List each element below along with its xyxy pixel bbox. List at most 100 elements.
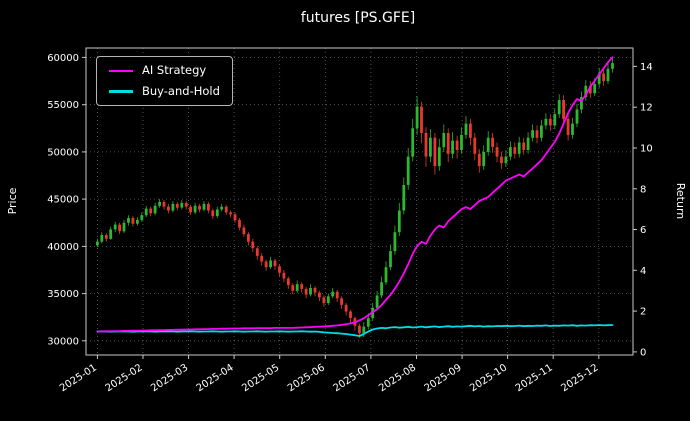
candle-body bbox=[486, 137, 490, 152]
candle-body bbox=[233, 214, 237, 220]
candle-body bbox=[540, 125, 543, 138]
candle-body bbox=[331, 291, 335, 297]
candle-body bbox=[162, 202, 166, 207]
candle-body bbox=[198, 205, 201, 210]
return-tick-label: 6 bbox=[640, 225, 646, 236]
candle-body bbox=[313, 287, 317, 293]
candle-body bbox=[242, 227, 246, 235]
x-tick-label: 2025-06 bbox=[286, 362, 327, 394]
candle-body bbox=[158, 202, 161, 206]
candle-body bbox=[553, 114, 557, 126]
candle-body bbox=[215, 209, 219, 217]
candle-body bbox=[140, 215, 144, 220]
candle-body bbox=[224, 206, 228, 213]
chart-title: futures [PS.GFE] bbox=[301, 10, 415, 26]
candle-body bbox=[136, 219, 139, 224]
legend-label-ai-strategy: AI Strategy bbox=[142, 63, 207, 77]
candle-body bbox=[548, 118, 552, 126]
x-tick-label: 2025-07 bbox=[331, 362, 372, 394]
candle-body bbox=[340, 298, 343, 305]
x-tick-label: 2025-01 bbox=[58, 362, 99, 394]
candle-body bbox=[469, 123, 472, 138]
candle-body bbox=[127, 218, 130, 223]
candle-body bbox=[611, 63, 614, 69]
candle-body bbox=[504, 156, 508, 164]
candle-body bbox=[167, 206, 170, 211]
candle-body bbox=[420, 106, 423, 133]
x-tick-label: 2025-05 bbox=[240, 362, 281, 394]
buy-and-hold-line-sample bbox=[109, 90, 133, 93]
candle-body bbox=[286, 278, 290, 286]
candle-body bbox=[597, 73, 601, 84]
candle-body bbox=[495, 147, 499, 157]
candle-body bbox=[309, 287, 312, 295]
candle-body bbox=[509, 147, 512, 157]
candle-body bbox=[131, 218, 135, 224]
candle-body bbox=[566, 118, 570, 135]
x-tick-label: 2025-03 bbox=[149, 362, 190, 394]
legend: AI Strategy Buy-and-Hold bbox=[96, 56, 233, 106]
candle-body bbox=[393, 232, 397, 252]
right-axis-label: Return bbox=[674, 183, 687, 220]
return-tick-label: 0 bbox=[640, 347, 646, 358]
legend-label-buy-and-hold: Buy-and-Hold bbox=[142, 83, 220, 98]
candle-body bbox=[584, 85, 588, 98]
candle-body bbox=[491, 137, 494, 148]
candle-body bbox=[149, 208, 153, 214]
candle-body bbox=[602, 73, 605, 82]
candle-body bbox=[424, 133, 428, 157]
candle-body bbox=[278, 266, 281, 273]
candle-body bbox=[273, 260, 277, 267]
return-tick-label: 8 bbox=[640, 184, 646, 195]
candle-body bbox=[184, 202, 188, 207]
line-series bbox=[96, 56, 614, 337]
candle-body bbox=[544, 118, 548, 126]
candle-body bbox=[118, 224, 121, 232]
candle-body bbox=[326, 296, 330, 303]
candle-body bbox=[437, 147, 441, 167]
candle-body bbox=[366, 318, 370, 327]
candle-body bbox=[122, 222, 126, 232]
candle-body bbox=[397, 210, 401, 233]
candle-body bbox=[335, 291, 339, 299]
candle-body bbox=[588, 85, 592, 94]
candle-body bbox=[202, 203, 206, 210]
candle-body bbox=[291, 285, 295, 291]
candle-body bbox=[318, 292, 321, 298]
return-tick-label: 12 bbox=[640, 103, 653, 114]
candle-body bbox=[96, 241, 99, 246]
candle-body bbox=[180, 202, 184, 208]
candle-body bbox=[344, 304, 348, 312]
candle-body bbox=[446, 133, 450, 154]
return-tick-label: 4 bbox=[640, 266, 646, 277]
candle-body bbox=[295, 284, 299, 291]
candle-body bbox=[362, 326, 366, 334]
price-tick-label: 40000 bbox=[47, 242, 79, 253]
candle-body bbox=[220, 206, 224, 210]
candle-body bbox=[113, 224, 117, 230]
series-line-buy-and-hold bbox=[96, 324, 614, 337]
candle-body bbox=[513, 147, 517, 154]
candle-body bbox=[460, 134, 463, 150]
candle-body bbox=[442, 133, 446, 148]
candle-body bbox=[411, 128, 415, 157]
candle-body bbox=[522, 142, 526, 151]
ai-strategy-line-sample bbox=[109, 69, 133, 72]
return-tick-label: 14 bbox=[640, 62, 653, 73]
candle-body bbox=[349, 311, 352, 319]
legend-item-buy-and-hold: Buy-and-Hold bbox=[109, 83, 220, 98]
candle-body bbox=[247, 234, 250, 242]
candle-body bbox=[517, 142, 521, 154]
return-tick-label: 10 bbox=[640, 144, 653, 155]
candle-body bbox=[207, 203, 210, 211]
candle-body bbox=[100, 235, 104, 242]
candle-body bbox=[269, 260, 272, 268]
candle-body bbox=[193, 205, 197, 213]
candle-body bbox=[593, 83, 597, 94]
x-tick-label: 2025-02 bbox=[104, 362, 145, 394]
candle-body bbox=[238, 219, 241, 228]
candle-body bbox=[389, 251, 392, 268]
candle-body bbox=[531, 130, 534, 138]
candle-body bbox=[282, 272, 286, 279]
